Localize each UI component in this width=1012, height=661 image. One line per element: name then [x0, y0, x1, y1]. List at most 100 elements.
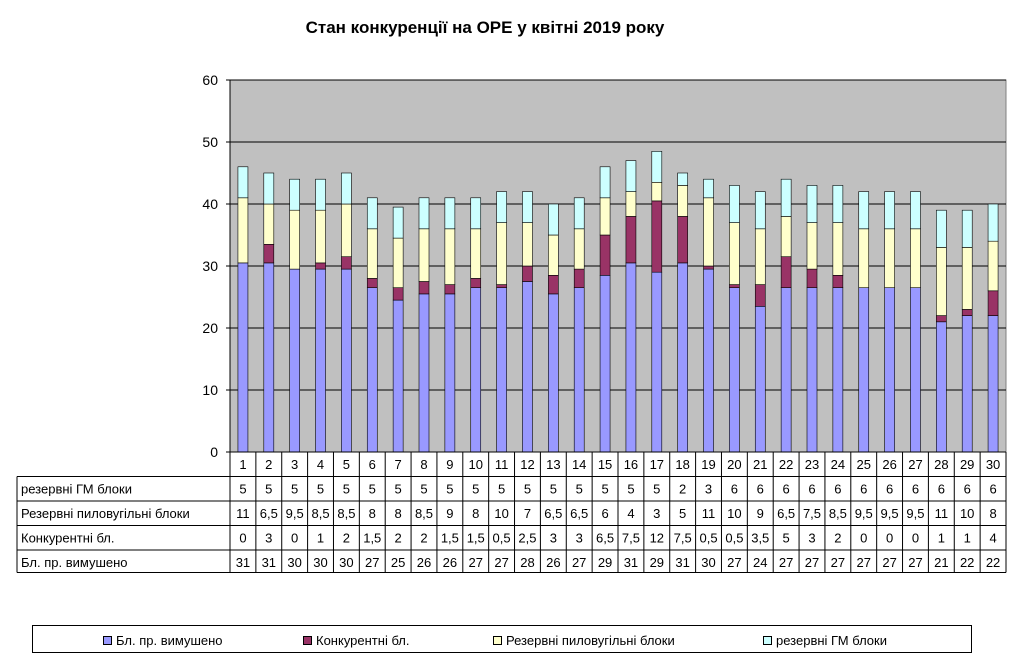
table-cell: 6	[860, 482, 867, 497]
x-tick-label: 8	[420, 457, 427, 472]
bar-segment	[599, 197, 611, 236]
x-tick-label: 24	[831, 457, 845, 472]
table-cell: 30	[287, 555, 301, 570]
bar-segment	[754, 284, 766, 307]
table-cell: 27	[727, 555, 741, 570]
legend-item: Резервні пиловугільні блоки	[493, 633, 675, 648]
bar-segment	[910, 287, 921, 453]
x-tick-label: 3	[291, 457, 298, 472]
bar-segment	[910, 228, 921, 289]
table-cell: 8	[395, 506, 402, 521]
table-cell: 26	[417, 555, 431, 570]
table-cell: 8,5	[311, 506, 329, 521]
table-cell: 6	[912, 482, 919, 497]
bar-segment	[444, 293, 456, 453]
bar-segment	[392, 287, 404, 301]
bar-segment	[315, 209, 326, 264]
table-cell: 5	[291, 482, 298, 497]
table-cell: 6	[601, 506, 608, 521]
bar-segment	[806, 287, 818, 453]
bar-segment	[522, 265, 533, 282]
table-cell: 6,5	[544, 506, 562, 521]
bar-segment	[987, 290, 999, 316]
bar-segment	[237, 197, 249, 264]
table-cell: 5	[627, 482, 634, 497]
bar-segment	[470, 287, 482, 453]
table-cell: 2	[395, 531, 402, 546]
x-tick-label: 1	[239, 457, 246, 472]
table-cell: 0	[912, 531, 919, 546]
table-cell: 11	[236, 506, 250, 521]
table-cell: 10	[494, 506, 508, 521]
bar-segment	[703, 197, 714, 267]
bar-segment	[444, 228, 456, 285]
table-cell: 0	[886, 531, 893, 546]
table-cell: 2	[679, 482, 686, 497]
table-cell: 10	[960, 506, 974, 521]
bar-segment	[703, 265, 714, 270]
table-cell: 6	[938, 482, 945, 497]
bar-segment	[677, 262, 688, 453]
table-cell: 25	[391, 555, 405, 570]
table-cell: 5	[783, 531, 790, 546]
table-cell: 5	[369, 482, 376, 497]
table-cell: 27	[494, 555, 508, 570]
bar-segment	[884, 191, 895, 230]
legend-swatch	[303, 636, 312, 645]
table-cell: 22	[960, 555, 974, 570]
table-cell: 6	[808, 482, 815, 497]
bar-segment	[729, 284, 740, 289]
bar-segment	[496, 222, 507, 285]
table-cell: 5	[265, 482, 272, 497]
bar-segment	[418, 228, 430, 282]
legend-swatch	[493, 636, 502, 645]
x-tick-label: 7	[395, 457, 402, 472]
table-cell: 8	[369, 506, 376, 521]
x-tick-label: 29	[960, 457, 974, 472]
table-cell: 6	[731, 482, 738, 497]
chart-title: Стан конкуренції на ОРЕ у квітні 2019 ро…	[305, 18, 665, 37]
y-tick-label: 30	[202, 258, 218, 274]
table-cell: 5	[446, 482, 453, 497]
legend-item: Конкурентні бл.	[303, 633, 410, 648]
bar-segment	[548, 203, 559, 236]
table-cell: 6	[964, 482, 971, 497]
table-cell: 30	[313, 555, 327, 570]
y-tick-label: 20	[202, 320, 218, 336]
table-cell: 27	[468, 555, 482, 570]
table-cell: 27	[831, 555, 845, 570]
table-cell: 7,5	[674, 531, 692, 546]
x-tick-label: 2	[265, 457, 272, 472]
bar-segment	[651, 182, 663, 202]
table-cell: 3	[550, 531, 557, 546]
legend: Бл. пр. вимушено Конкурентні бл. Резервні …	[32, 625, 972, 653]
table-cell: 4	[627, 506, 634, 521]
bar-segment	[470, 197, 482, 230]
table-cell: 3	[705, 482, 712, 497]
table-cell: 1,5	[441, 531, 459, 546]
bar-segment	[341, 172, 352, 205]
x-tick-label: 22	[779, 457, 793, 472]
table-cell: 6	[834, 482, 841, 497]
x-tick-label: 28	[934, 457, 948, 472]
bar-segment	[806, 185, 818, 223]
bar-segment	[625, 262, 637, 453]
table-cell: 21	[934, 555, 948, 570]
x-tick-label: 10	[468, 457, 482, 472]
table-cell: 5	[420, 482, 427, 497]
y-tick-label: 60	[202, 72, 218, 88]
bar-segment	[961, 209, 973, 248]
bar-segment	[729, 287, 740, 453]
bar-segment	[910, 191, 921, 230]
legend-label: резервні ГМ блоки	[776, 633, 887, 648]
table-cell: 8	[989, 506, 996, 521]
table-cell: 9,5	[855, 506, 873, 521]
bar-segment	[987, 203, 999, 242]
table-cell: 2,5	[518, 531, 536, 546]
bar-segment	[858, 191, 870, 230]
table-cell: 0,5	[699, 531, 717, 546]
bar-segment	[522, 191, 533, 223]
bar-segment	[987, 240, 999, 292]
table-cell: 8,5	[829, 506, 847, 521]
